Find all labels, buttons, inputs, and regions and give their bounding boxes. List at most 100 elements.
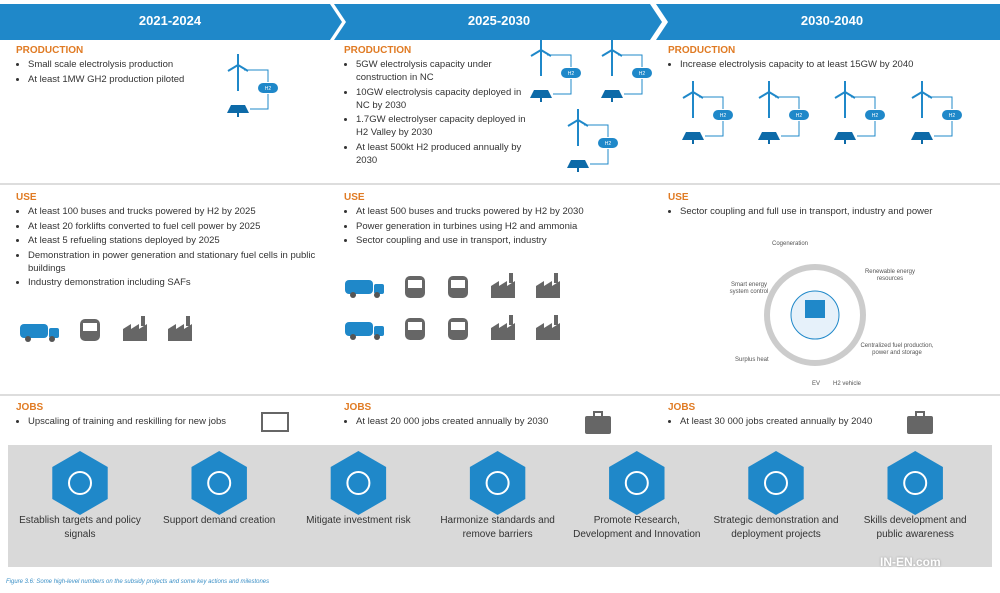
icon-part xyxy=(618,54,643,67)
diagram-label: Surplus heat xyxy=(735,357,769,363)
section-heading: PRODUCTION xyxy=(344,45,412,56)
icon-part xyxy=(561,68,581,78)
icon-part xyxy=(408,280,422,288)
icon-part xyxy=(186,316,190,326)
action-hexagon xyxy=(748,451,804,515)
action-icon xyxy=(485,471,510,495)
action-label: Harmonize standards and remove barriers xyxy=(440,515,555,540)
action-icon xyxy=(207,471,232,495)
bullet-item: At least 20 000 jobs created annually by… xyxy=(356,415,636,428)
bullet-list: At least 100 buses and trucks powered by… xyxy=(16,205,328,291)
tank-label: H2 xyxy=(720,113,727,119)
icon-part xyxy=(682,132,704,140)
tank-label: H2 xyxy=(872,113,879,119)
bullet-item: Sector coupling and full use in transpor… xyxy=(680,205,1000,218)
icon-part xyxy=(547,54,572,67)
icon-part xyxy=(593,411,603,418)
bullet-item: At least 5 refueling stations deployed b… xyxy=(28,234,328,247)
icon-part xyxy=(632,68,652,78)
icon-part xyxy=(553,79,572,95)
icon-part xyxy=(907,416,933,434)
bullet-list: Upscaling of training and reskilling for… xyxy=(16,415,308,430)
action-icon xyxy=(903,471,928,495)
icon-part xyxy=(911,132,933,140)
icon-part xyxy=(554,273,558,283)
icon-part xyxy=(374,326,384,336)
period-label: 2021-2024 xyxy=(138,13,202,28)
icon-part xyxy=(834,91,846,99)
icon-part xyxy=(350,334,356,340)
section-heading: USE xyxy=(16,192,37,203)
icon-part xyxy=(374,284,384,294)
watermark: IN-EN.com xyxy=(880,555,941,569)
icon-part xyxy=(624,79,643,95)
icon-part xyxy=(598,138,618,148)
icon-part xyxy=(509,273,513,283)
icon-part xyxy=(699,96,724,109)
icon-part xyxy=(601,49,613,57)
icon-part xyxy=(25,336,31,342)
bullet-list: 5GW electrolysis capacity under construc… xyxy=(344,58,536,168)
bullet-item: At least 20 forklifts converted to fuel … xyxy=(28,220,328,233)
bullet-item: Power generation in turbines using H2 an… xyxy=(356,220,656,233)
section-heading: USE xyxy=(344,192,365,203)
bullet-list: Sector coupling and full use in transpor… xyxy=(668,205,1000,220)
icon-part xyxy=(244,69,269,82)
bullet-list: At least 20 000 jobs created annually by… xyxy=(344,415,636,430)
icon-part xyxy=(554,315,558,325)
icon-part xyxy=(509,315,513,325)
icon-part xyxy=(20,324,48,338)
bullet-list: Increase electrolysis capacity to at lea… xyxy=(668,58,990,73)
bullet-item: At least 100 buses and trucks powered by… xyxy=(28,205,328,218)
bullet-item: Upscaling of training and reskilling for… xyxy=(28,415,308,428)
action-label: Support demand creation xyxy=(163,515,276,526)
tank-label: H2 xyxy=(265,86,272,92)
icon-part xyxy=(781,121,800,137)
tank-label: H2 xyxy=(796,113,803,119)
bullet-item: At least 30 000 jobs created annually by… xyxy=(680,415,960,428)
icon-part xyxy=(491,323,515,340)
icon-part xyxy=(530,49,542,57)
icon-part xyxy=(227,105,249,113)
action-hexagon xyxy=(469,451,526,515)
bullet-item: 10GW electrolysis capacity deployed in N… xyxy=(356,86,536,112)
bullet-item: At least 500 buses and trucks powered by… xyxy=(356,205,656,218)
icon-part xyxy=(567,119,579,127)
icon-part xyxy=(682,91,694,99)
bullet-item: Sector coupling and use in transport, in… xyxy=(356,234,656,247)
icon-part xyxy=(590,149,609,165)
action-label: Strategic demonstration and deployment p… xyxy=(713,515,839,540)
icon-part xyxy=(758,132,780,140)
icon-part xyxy=(168,324,192,341)
period-label: 2030-2040 xyxy=(800,13,864,28)
diagram-label: EV xyxy=(812,381,821,387)
icon-part xyxy=(942,110,962,120)
tank-label: H2 xyxy=(568,71,575,77)
icon-part xyxy=(928,96,953,109)
action-hexagon xyxy=(887,451,943,515)
period-arrow xyxy=(0,4,342,40)
period-arrow xyxy=(334,4,662,40)
icon-part xyxy=(451,322,465,330)
icon-part xyxy=(530,90,552,98)
section-heading: JOBS xyxy=(668,402,696,413)
period-label: 2025-2030 xyxy=(467,13,531,28)
tank-label: H2 xyxy=(605,141,612,147)
icon-part xyxy=(758,91,770,99)
icon-part xyxy=(536,323,560,340)
icon-part xyxy=(713,110,733,120)
period-arrow xyxy=(656,4,1000,40)
action-icon xyxy=(346,471,371,495)
icon-part xyxy=(227,64,239,72)
action-hexagon xyxy=(330,451,387,515)
diagram-label: Centralized fuel production, power and s… xyxy=(860,343,934,356)
icon-part xyxy=(851,96,876,109)
icon-part xyxy=(536,281,560,298)
action-hexagon xyxy=(609,451,665,515)
bullet-item: 1.7GW electrolyser capacity deployed in … xyxy=(356,113,536,139)
action-icon xyxy=(624,471,649,495)
bullet-item: At least 500kt H2 produced annually by 2… xyxy=(356,141,536,167)
action-icon xyxy=(68,471,92,495)
